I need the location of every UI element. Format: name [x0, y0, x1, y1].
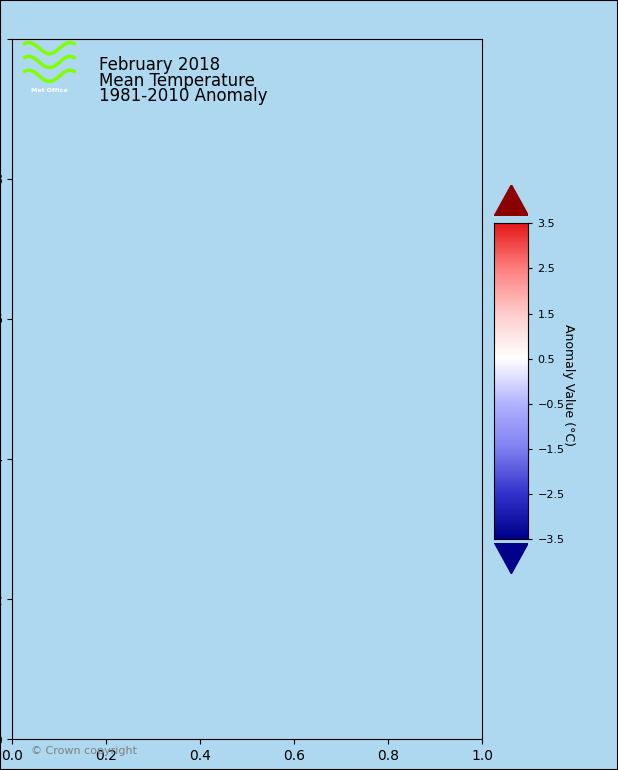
Text: Mean Temperature: Mean Temperature	[99, 72, 255, 90]
Polygon shape	[494, 543, 528, 574]
Text: 1981-2010 Anomaly: 1981-2010 Anomaly	[99, 87, 268, 105]
Text: February 2018: February 2018	[99, 56, 220, 75]
Text: © Crown copyright: © Crown copyright	[31, 746, 137, 755]
Text: Anomaly Value (°C): Anomaly Value (°C)	[562, 324, 575, 446]
Polygon shape	[494, 185, 528, 216]
Text: Met Office: Met Office	[31, 89, 68, 93]
